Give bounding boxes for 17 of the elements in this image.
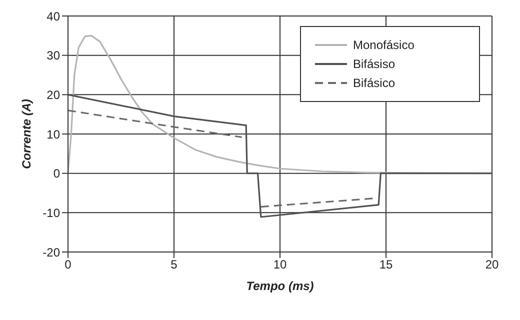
x-axis-title: Tempo (ms) bbox=[246, 279, 314, 293]
y-tick-label: -10 bbox=[42, 206, 60, 220]
x-tick-label: 0 bbox=[64, 258, 72, 272]
y-tick-label: 10 bbox=[46, 127, 60, 142]
x-tick-label: 5 bbox=[170, 258, 178, 272]
y-tick-label: 0 bbox=[53, 166, 60, 181]
x-tick-label: 10 bbox=[273, 258, 287, 272]
legend-label: Monofásico bbox=[352, 38, 416, 52]
x-tick-label: 15 bbox=[379, 258, 393, 272]
y-tick-label: 20 bbox=[46, 88, 60, 102]
y-tick-label: -20 bbox=[42, 245, 60, 260]
y-tick-label: 30 bbox=[46, 48, 60, 63]
legend-label: Bifásiso bbox=[352, 57, 396, 71]
x-tick-label: 20 bbox=[485, 258, 499, 272]
y-axis-title: Corrente (A) bbox=[19, 98, 34, 170]
legend-label: Bifásico bbox=[352, 76, 396, 90]
y-tick-label: 40 bbox=[46, 9, 60, 24]
